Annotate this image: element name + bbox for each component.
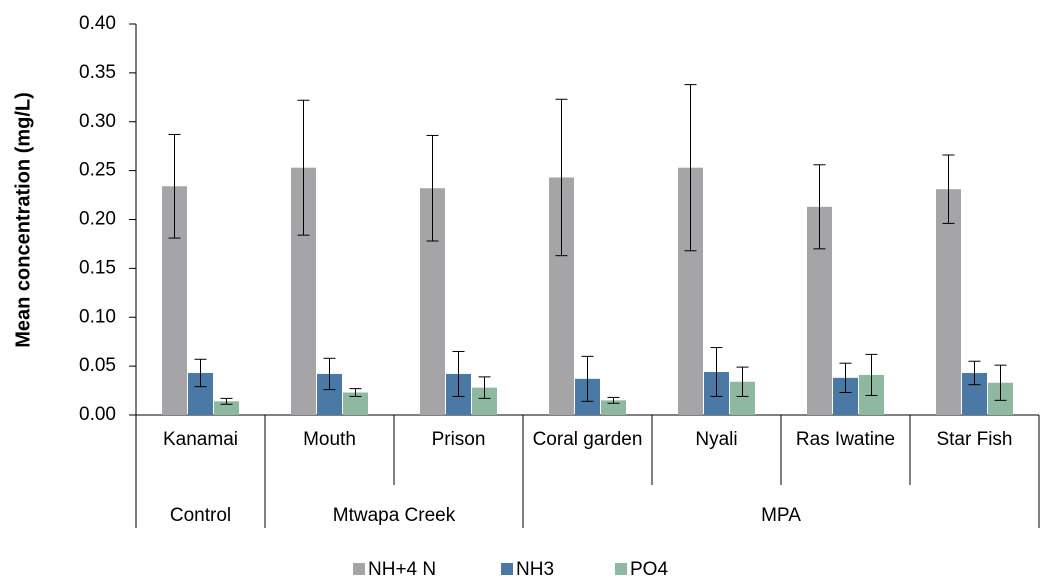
y-tick-label: 0.30: [79, 111, 116, 132]
y-tick-label: 0.35: [79, 62, 116, 83]
bar: [936, 189, 961, 415]
bar: [601, 400, 626, 415]
y-tick-label: 0.25: [79, 160, 116, 181]
y-tick-label: 0.20: [79, 209, 116, 230]
x-tick-label: Nyali: [695, 429, 738, 450]
legend-label: NH3: [516, 559, 554, 580]
y-tick-label: 0.40: [79, 13, 116, 34]
legend-swatch: [615, 563, 627, 575]
x-tick-label: Ras Iwatine: [795, 429, 896, 450]
legend-swatch: [501, 563, 513, 575]
y-tick-label: 0.05: [79, 355, 116, 376]
x-tick-label: Kanamai: [163, 429, 238, 450]
x-tick-label: Coral garden: [532, 429, 643, 450]
x-tick-label: Mouth: [303, 429, 356, 450]
y-axis-title: Mean concentration (mg/L): [12, 92, 34, 348]
bar: [343, 392, 368, 415]
y-tick-label: 0.10: [79, 306, 116, 327]
group-label: MPA: [761, 505, 801, 526]
group-label: Mtwapa Creek: [332, 505, 456, 526]
x-tick-label: Star Fish: [936, 429, 1013, 450]
group-label: Control: [169, 505, 232, 526]
legend-label: NH+4 N: [368, 559, 436, 580]
bar: [214, 401, 239, 415]
legend-swatch: [353, 563, 365, 575]
y-tick-label: 0.15: [79, 257, 116, 278]
legend-label: PO4: [630, 559, 668, 580]
y-tick-label: 0.00: [79, 404, 116, 425]
x-tick-label: Prison: [431, 429, 486, 450]
